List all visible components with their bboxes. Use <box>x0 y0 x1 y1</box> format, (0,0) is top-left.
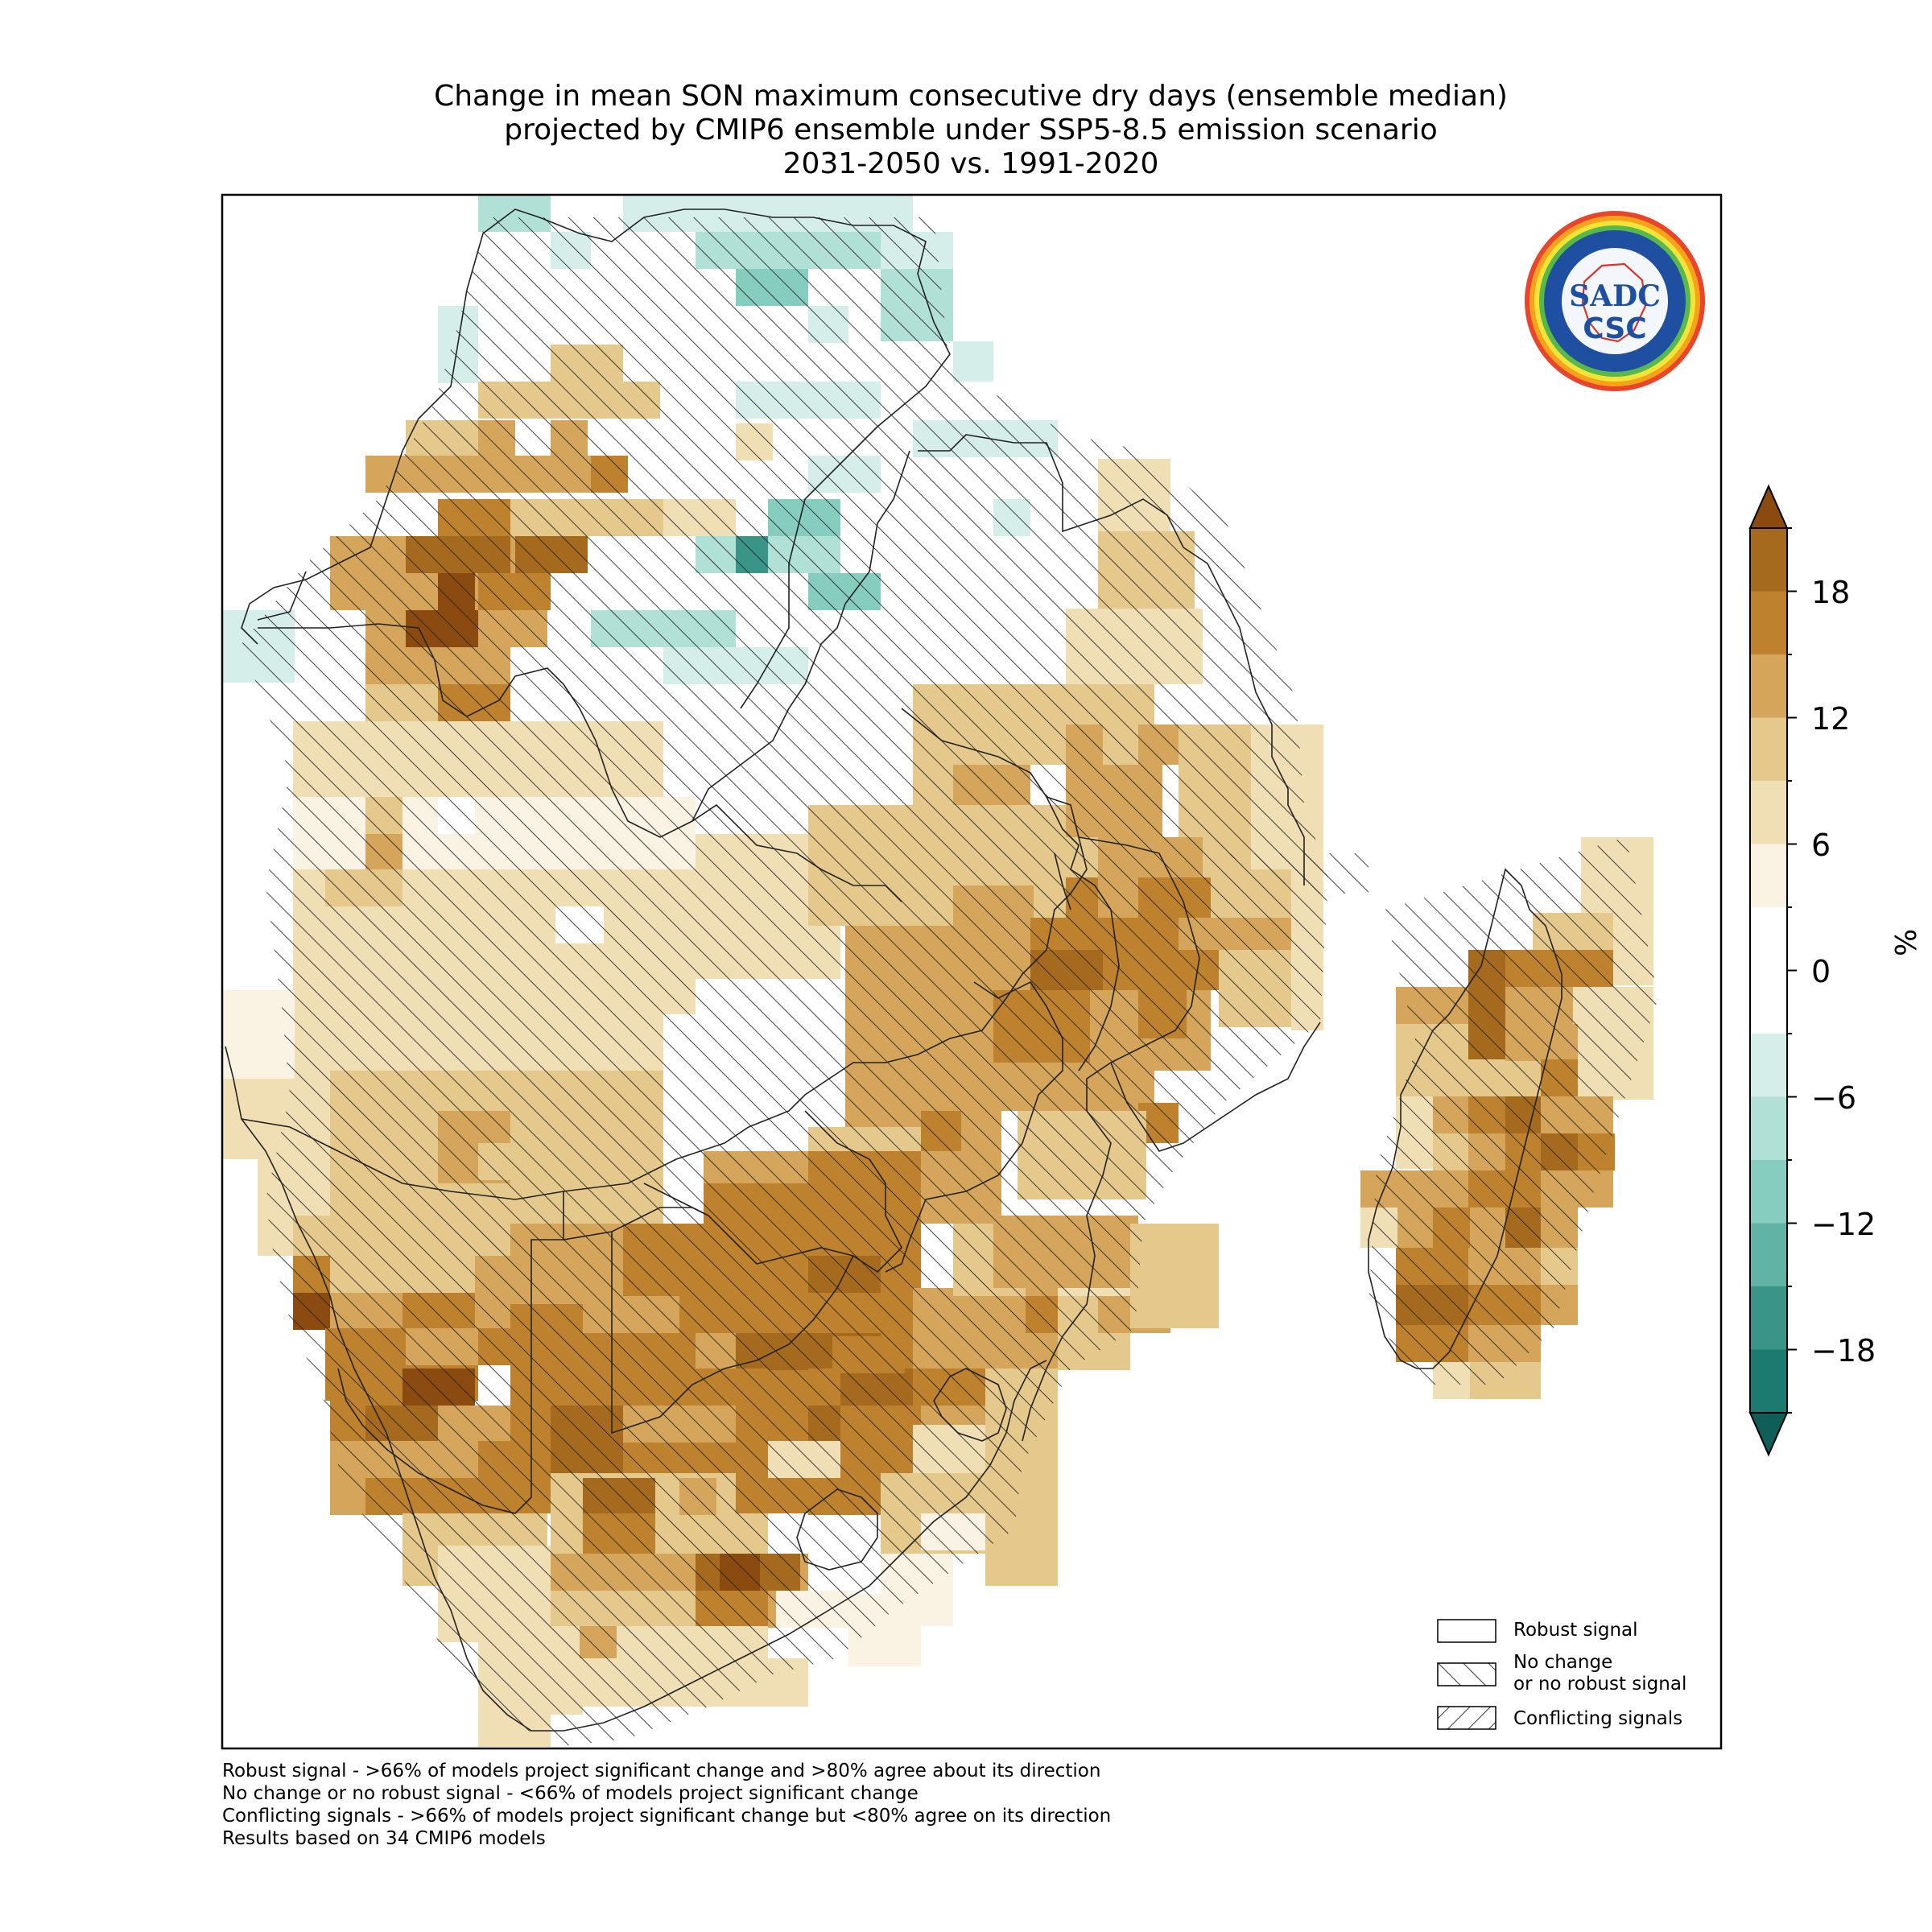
country-borders <box>225 208 1563 1732</box>
plot-frame <box>221 193 1723 1750</box>
colorbar-extend-min <box>1748 1412 1789 1457</box>
colorbar-tick-label: −12 <box>1811 1207 1876 1242</box>
hatching-overlay <box>242 217 1658 1747</box>
legend-swatch-robust <box>1437 1619 1496 1643</box>
colorbar <box>1748 484 1797 1457</box>
colorbar-tick-label: 18 <box>1811 575 1851 610</box>
hatch-legend <box>1437 1619 1496 1730</box>
colorbar-segment <box>1750 970 1787 1034</box>
legend-label-conflicting: Conflicting signals <box>1513 1708 1683 1729</box>
colorbar-segment <box>1750 1034 1787 1097</box>
legend-swatch-no-change <box>1437 1662 1496 1686</box>
legend-label-no-change-1: No change <box>1513 1652 1613 1673</box>
legend-label-no-change-2: or no robust signal <box>1513 1674 1687 1695</box>
colorbar-segment <box>1750 1223 1787 1287</box>
colorbar-segment <box>1750 591 1787 655</box>
footnote-models: Results based on 34 CMIP6 models <box>222 1828 546 1849</box>
map-area <box>222 195 1658 1747</box>
footnote-no-change: No change or no robust signal - <66% of … <box>222 1783 919 1804</box>
logo-mark-bottom: CSC <box>1583 312 1646 345</box>
colorbar-segment <box>1750 781 1787 844</box>
colorbar-segment <box>1750 654 1787 718</box>
colorbar-extend-max <box>1748 484 1789 529</box>
footnote-conflicting: Conflicting signals - >66% of models pro… <box>222 1806 1112 1827</box>
map-title-line-3: 2031-2050 vs. 1991-2020 <box>782 147 1159 180</box>
colorbar-unit-label: % <box>1890 928 1923 956</box>
map-title-line-2: projected by CMIP6 ensemble under SSP5-8… <box>504 114 1438 147</box>
footnote-robust: Robust signal - >66% of models project s… <box>222 1761 1101 1781</box>
colorbar-segment <box>1750 717 1787 782</box>
colorbar-tick-label: 0 <box>1811 954 1831 989</box>
colorbar-segment <box>1750 907 1787 971</box>
colorbar-segment <box>1750 528 1787 592</box>
colorbar-tick-label: 12 <box>1811 701 1851 737</box>
colorbar-segment <box>1750 844 1787 908</box>
colorbar-tick-label: 6 <box>1811 828 1831 863</box>
colorbar-segment <box>1750 1160 1787 1224</box>
legend-label-robust: Robust signal <box>1513 1620 1638 1641</box>
legend-swatch-conflicting <box>1437 1706 1496 1730</box>
colorbar-tick-label: −6 <box>1811 1080 1857 1116</box>
colorbar-tick-label: −18 <box>1811 1333 1876 1368</box>
colorbar-segment <box>1750 1349 1787 1414</box>
sadc-csc-logo: SADC CSC <box>1525 211 1705 391</box>
colorbar-segment <box>1750 1286 1787 1350</box>
map-title-line-1: Change in mean SON maximum consecutive d… <box>434 80 1508 113</box>
logo-mark-top: SADC <box>1569 279 1661 313</box>
colorbar-segment <box>1750 1096 1787 1161</box>
